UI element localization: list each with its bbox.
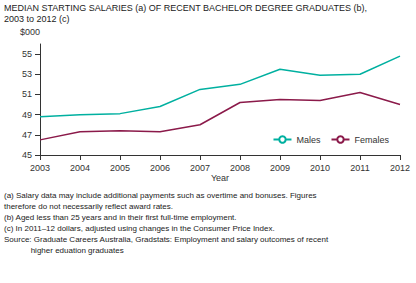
svg-text:2007: 2007 xyxy=(190,163,210,173)
svg-text:2011: 2011 xyxy=(350,163,369,173)
svg-text:2010: 2010 xyxy=(310,163,330,173)
svg-text:49: 49 xyxy=(22,110,32,120)
svg-text:2012: 2012 xyxy=(390,163,410,173)
svg-text:47: 47 xyxy=(22,130,32,140)
svg-text:higher eduation graduates: higher eduation graduates xyxy=(4,246,124,255)
svg-text:2006: 2006 xyxy=(150,163,170,173)
svg-text:$000: $000 xyxy=(20,27,40,37)
svg-text:2004: 2004 xyxy=(70,163,90,173)
svg-text:2003: 2003 xyxy=(30,163,50,173)
svg-text:MEDIAN STARTING SALARIES (a) O: MEDIAN STARTING SALARIES (a) OF RECENT B… xyxy=(4,3,367,13)
svg-text:(b) Aged less than 25 years an: (b) Aged less than 25 years and in their… xyxy=(4,213,237,222)
svg-text:Females: Females xyxy=(354,135,389,145)
svg-text:2005: 2005 xyxy=(110,163,130,173)
svg-text:therefore do not necessarily r: therefore do not necessarily reflect awa… xyxy=(4,202,173,211)
svg-text:2003 to 2012 (c): 2003 to 2012 (c) xyxy=(4,14,70,24)
svg-text:Source: Graduate Careers Austr: Source: Graduate Careers Australia, Grad… xyxy=(4,235,329,244)
svg-text:(c) In 2011–12 dollars, adjust: (c) In 2011–12 dollars, adjusted using c… xyxy=(4,224,275,233)
svg-text:45: 45 xyxy=(22,150,32,160)
svg-text:53: 53 xyxy=(22,69,32,79)
svg-text:Males: Males xyxy=(296,135,321,145)
svg-text:Year: Year xyxy=(211,173,229,183)
svg-text:55: 55 xyxy=(22,49,32,59)
svg-text:2008: 2008 xyxy=(230,163,250,173)
svg-text:2009: 2009 xyxy=(270,163,290,173)
svg-text:(a) Salary data may include ad: (a) Salary data may include additional p… xyxy=(4,191,317,200)
svg-text:51: 51 xyxy=(22,89,32,99)
